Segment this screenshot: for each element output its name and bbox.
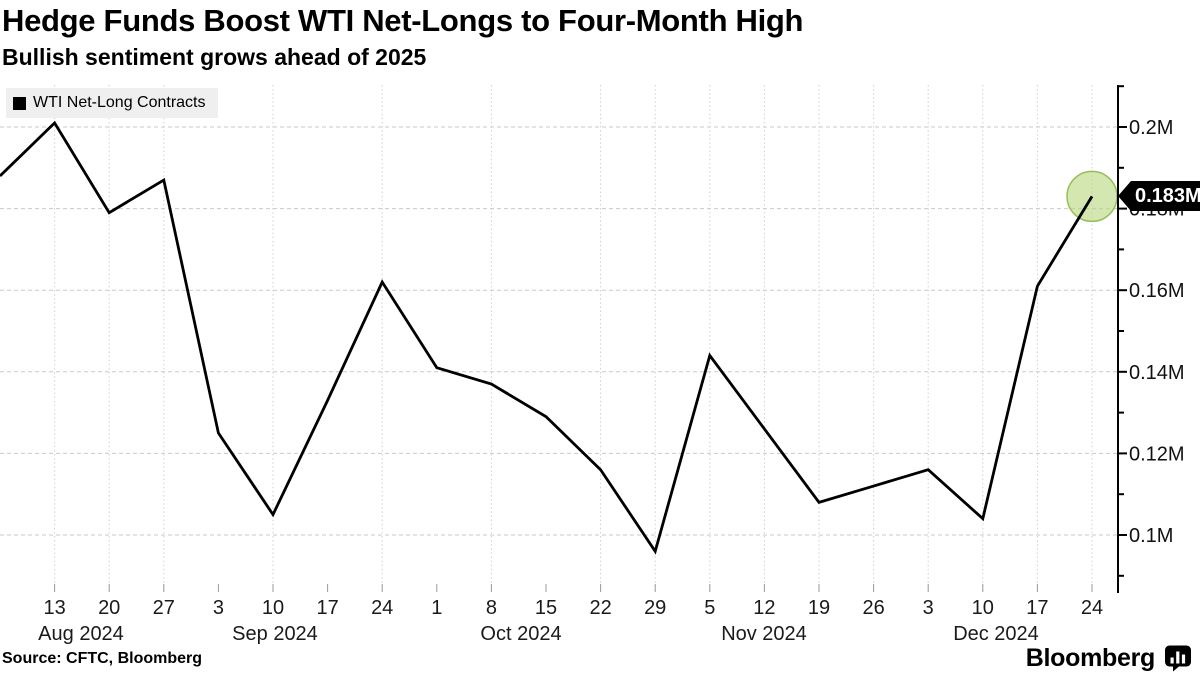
y-tick-label: 0.12M [1129, 443, 1185, 465]
page-title: Hedge Funds Boost WTI Net-Longs to Four-… [2, 3, 804, 38]
bloomberg-wordmark: Bloomberg [1025, 644, 1156, 672]
y-tick-label: 0.2M [1129, 117, 1173, 139]
month-label: Sep 2024 [232, 623, 318, 645]
x-tick-label: 29 [644, 597, 666, 619]
bloomberg-chart-bubble-icon [1165, 645, 1191, 672]
x-tick-label: 12 [753, 597, 775, 619]
y-tick-label: 0.1M [1129, 525, 1173, 547]
x-tick-label: 19 [808, 597, 830, 619]
month-label: Aug 2024 [38, 623, 124, 645]
x-tick-label: 24 [1081, 597, 1103, 619]
x-tick-label: 10 [972, 597, 994, 619]
legend-label: WTI Net-Long Contracts [33, 94, 206, 111]
x-tick-label: 5 [704, 597, 715, 619]
y-tick-label: 0.16M [1129, 280, 1185, 302]
chart-subtitle: Bullish sentiment grows ahead of 2025 [2, 44, 427, 70]
x-tick-label: 24 [371, 597, 393, 619]
legend-swatch-icon [13, 96, 26, 110]
x-tick-label: 15 [535, 597, 557, 619]
x-tick-label: 27 [153, 597, 175, 619]
source-note: Source: CFTC, Bloomberg [2, 650, 203, 667]
x-tick-label: 1 [431, 597, 442, 619]
x-tick-label: 20 [98, 597, 120, 619]
y-tick-label: 0.14M [1129, 362, 1185, 384]
x-tick-label: 22 [589, 597, 611, 619]
x-tick-label: 13 [43, 597, 65, 619]
last-value-tag: 0.183M [1118, 181, 1200, 211]
month-label: Dec 2024 [953, 623, 1039, 645]
x-tick-label: 17 [316, 597, 338, 619]
x-tick-label: 17 [1026, 597, 1048, 619]
month-label: Nov 2024 [721, 623, 807, 645]
x-tick-label: 3 [923, 597, 934, 619]
x-tick-label: 26 [862, 597, 884, 619]
x-tick-label: 8 [486, 597, 497, 619]
data-series-line [0, 120, 1094, 555]
x-tick-label: 3 [213, 597, 224, 619]
bloomberg-logo: Bloomberg [1026, 644, 1192, 673]
legend: WTI Net-Long Contracts [6, 88, 218, 118]
month-label: Oct 2024 [480, 623, 561, 645]
x-tick-label: 10 [262, 597, 284, 619]
